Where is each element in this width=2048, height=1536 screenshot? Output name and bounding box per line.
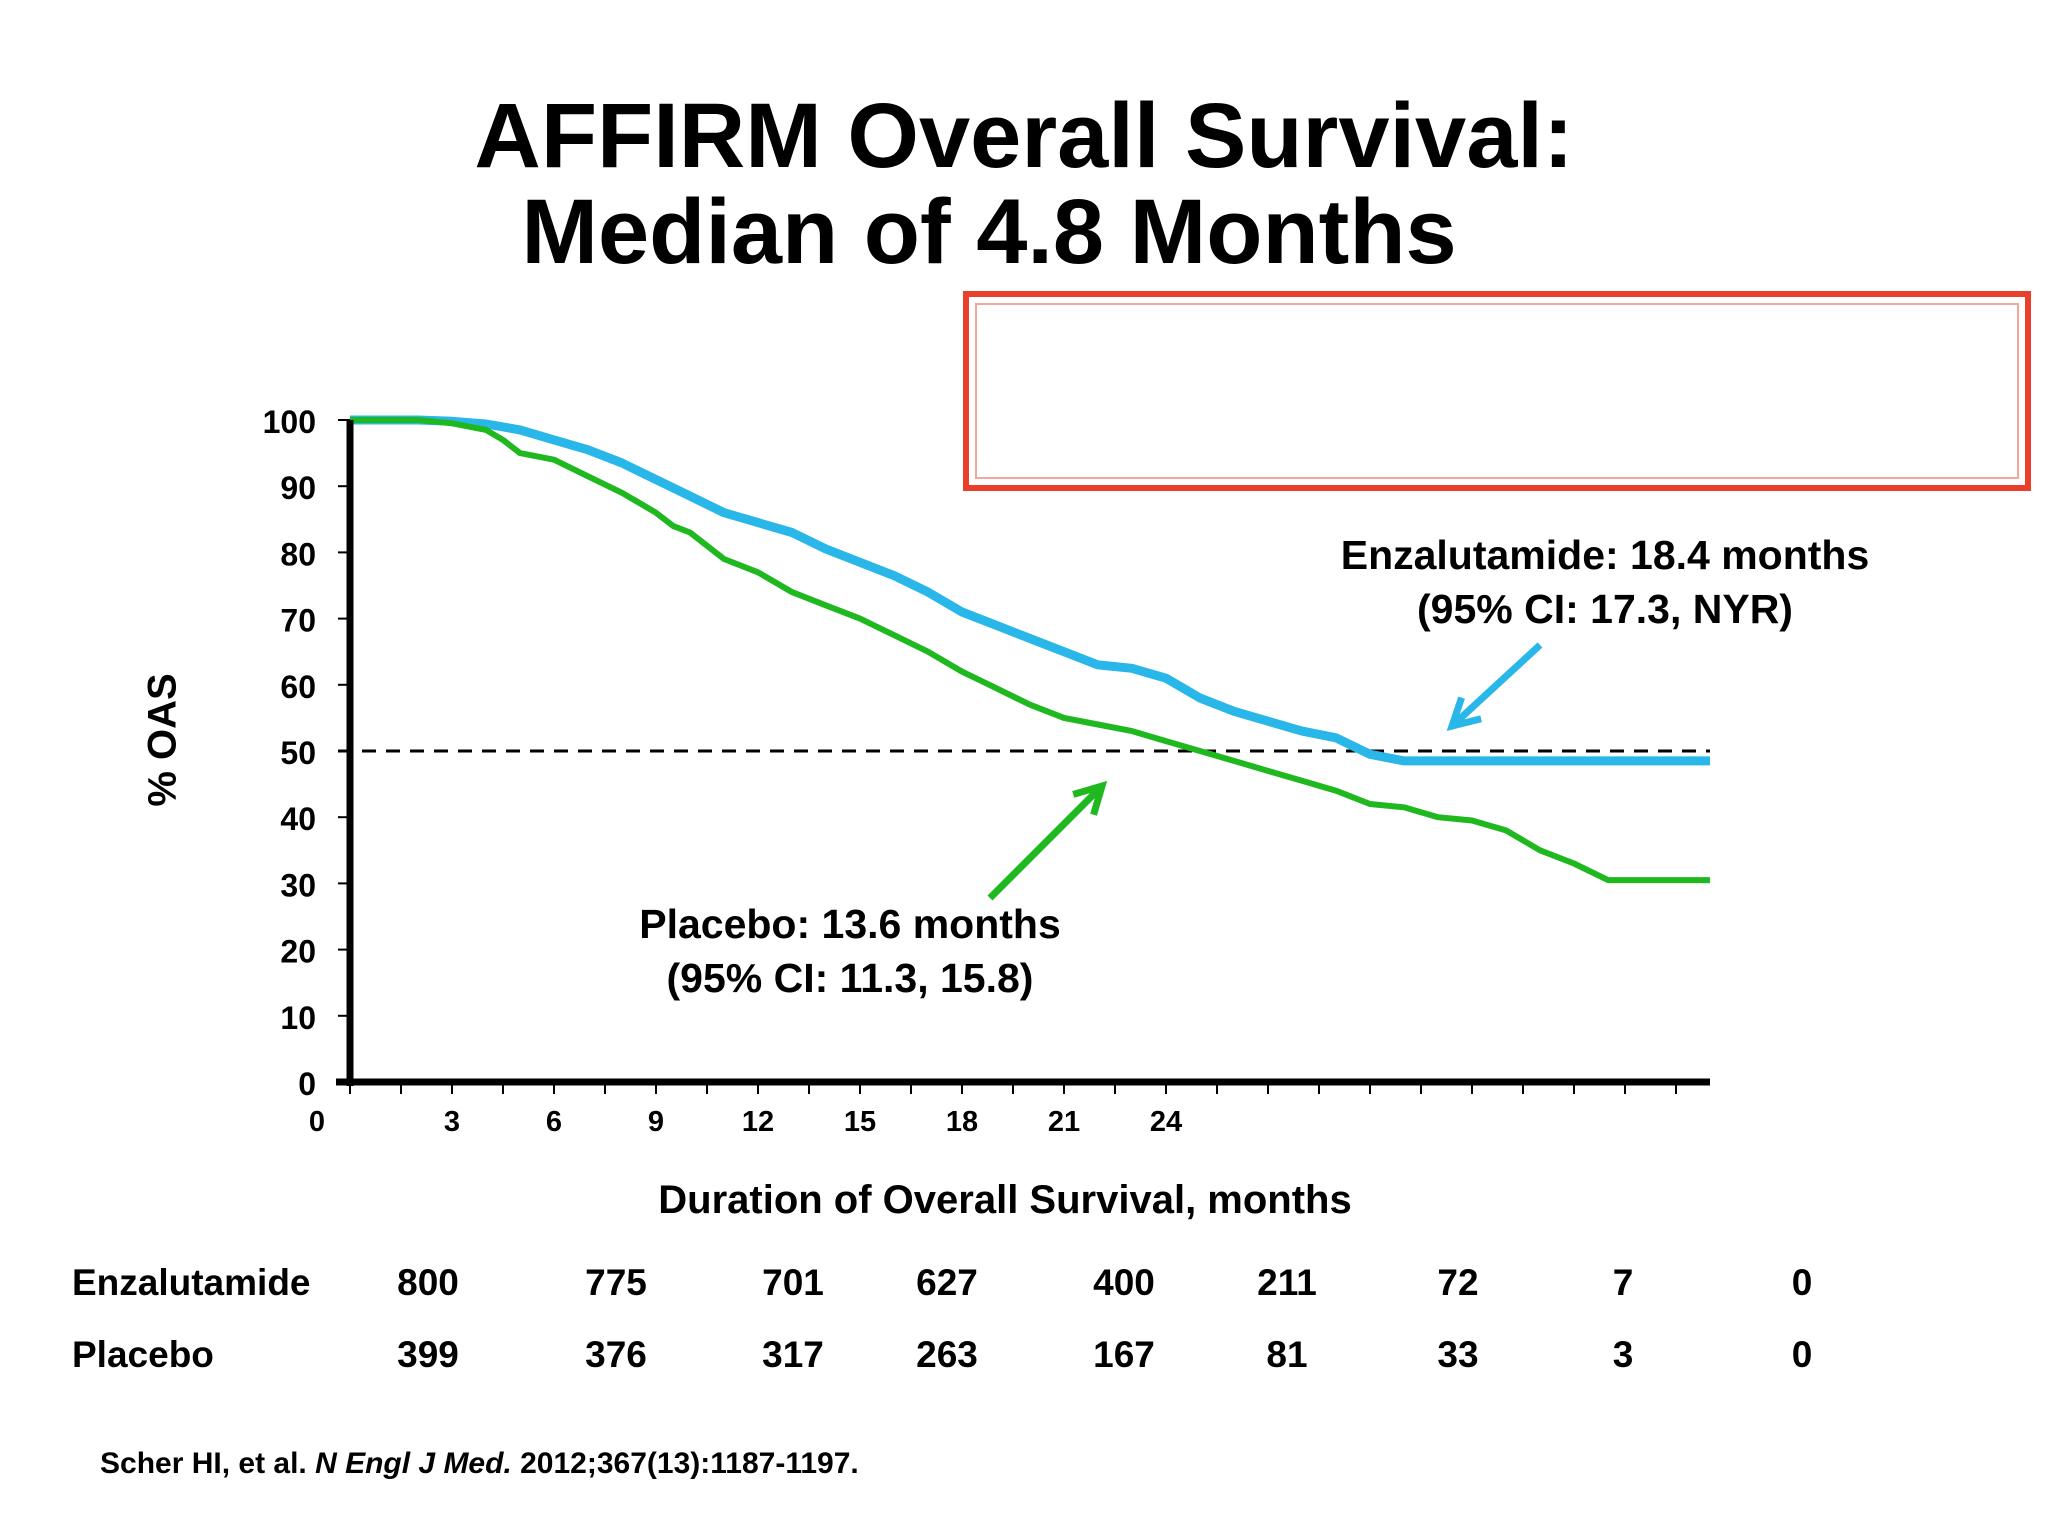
risk-count-cell: 627 (916, 1262, 978, 1303)
placebo-ci-label: (95% CI: 11.3, 15.8) (666, 955, 1034, 1001)
series-line-enzalutamide (350, 415, 1710, 766)
risk-row-label: Enzalutamide (72, 1262, 311, 1303)
citation-authors: Scher HI, et al. (100, 1447, 307, 1480)
risk-count-cell: 263 (916, 1334, 978, 1375)
placebo-median-label: Placebo: 13.6 months (639, 901, 1061, 947)
x-tick-label: 3 (444, 1106, 460, 1138)
placebo-median-arrow-shaft (987, 783, 1105, 901)
y-tick-label: 100 (263, 404, 316, 440)
y-tick-label: 20 (280, 934, 316, 970)
highlight-box-inner (975, 303, 2019, 479)
slide-title: AFFIRM Overall Survival: Median of 4.8 M… (0, 88, 2048, 280)
risk-count-cell: 775 (585, 1262, 647, 1303)
enzalutamide-median-arrow-head (1446, 696, 1482, 731)
enzalutamide-median-arrow-shaft (1449, 642, 1543, 729)
y-tick-label: 90 (280, 470, 316, 506)
citation-journal: N Engl J Med. (315, 1447, 512, 1480)
x-tick-label: 6 (546, 1106, 562, 1138)
risk-count-cell: 701 (762, 1262, 824, 1303)
y-tick-label: 50 (280, 735, 316, 771)
citation: Scher HI, et al. N Engl J Med. 2012;367(… (100, 1444, 920, 1484)
x-tick-label: 12 (742, 1106, 774, 1138)
title-line-2: Median of 4.8 Months (521, 181, 1457, 283)
risk-count-cell: 317 (762, 1334, 824, 1375)
risk-count-cell: 211 (1257, 1262, 1317, 1303)
risk-count-cell: 800 (397, 1262, 459, 1303)
y-tick-label: 30 (280, 867, 316, 903)
enzalutamide-median-label: Enzalutamide: 18.4 months (1340, 532, 1870, 578)
highlight-box (963, 291, 2031, 491)
risk-count-cell: 33 (1437, 1334, 1479, 1375)
x-tick-label: 18 (946, 1106, 978, 1138)
y-tick-label: 60 (280, 669, 316, 705)
placebo-median-annotation: Placebo: 13.6 months (95% CI: 11.3, 15.8… (505, 897, 1195, 1005)
y-tick-label: 70 (280, 603, 316, 639)
risk-count-cell: 0 (1791, 1262, 1813, 1303)
risk-count-cell: 72 (1437, 1262, 1479, 1303)
series-line-placebo (350, 417, 1710, 884)
title-line-1: AFFIRM Overall Survival: (474, 85, 1574, 187)
x-tick-label: 0 (309, 1106, 325, 1138)
y-tick-label: 10 (280, 1000, 316, 1036)
risk-count-cell: 3 (1612, 1334, 1634, 1375)
enzalutamide-median-annotation: Enzalutamide: 18.4 months (95% CI: 17.3,… (1185, 528, 2025, 636)
enzalutamide-ci-label: (95% CI: 17.3, NYR) (1417, 586, 1793, 632)
risk-count-cell: 376 (585, 1334, 647, 1375)
x-tick-label: 9 (648, 1106, 664, 1138)
citation-details: 2012;367(13):1187-1197. (520, 1447, 859, 1480)
risk-count-cell: 399 (397, 1334, 459, 1375)
x-axis-label: Duration of Overall Survival, months (658, 1178, 1352, 1222)
placebo-median-arrow-head (1072, 780, 1108, 816)
risk-count-cell: 0 (1791, 1334, 1813, 1375)
x-tick-label: 24 (1150, 1106, 1182, 1138)
x-tick-label: 21 (1048, 1106, 1080, 1138)
y-axis-label: % OAS (140, 673, 185, 807)
risk-row-label: Placebo (72, 1334, 214, 1375)
risk-count-cell: 167 (1093, 1334, 1155, 1375)
risk-count-cell: 81 (1266, 1334, 1308, 1375)
y-tick-label: 80 (280, 536, 316, 572)
x-tick-label: 15 (844, 1106, 876, 1138)
y-tick-label: 40 (280, 801, 316, 837)
risk-count-cell: 400 (1093, 1262, 1155, 1303)
y-tick-label: 0 (298, 1066, 316, 1102)
risk-count-cell: 7 (1612, 1262, 1634, 1303)
